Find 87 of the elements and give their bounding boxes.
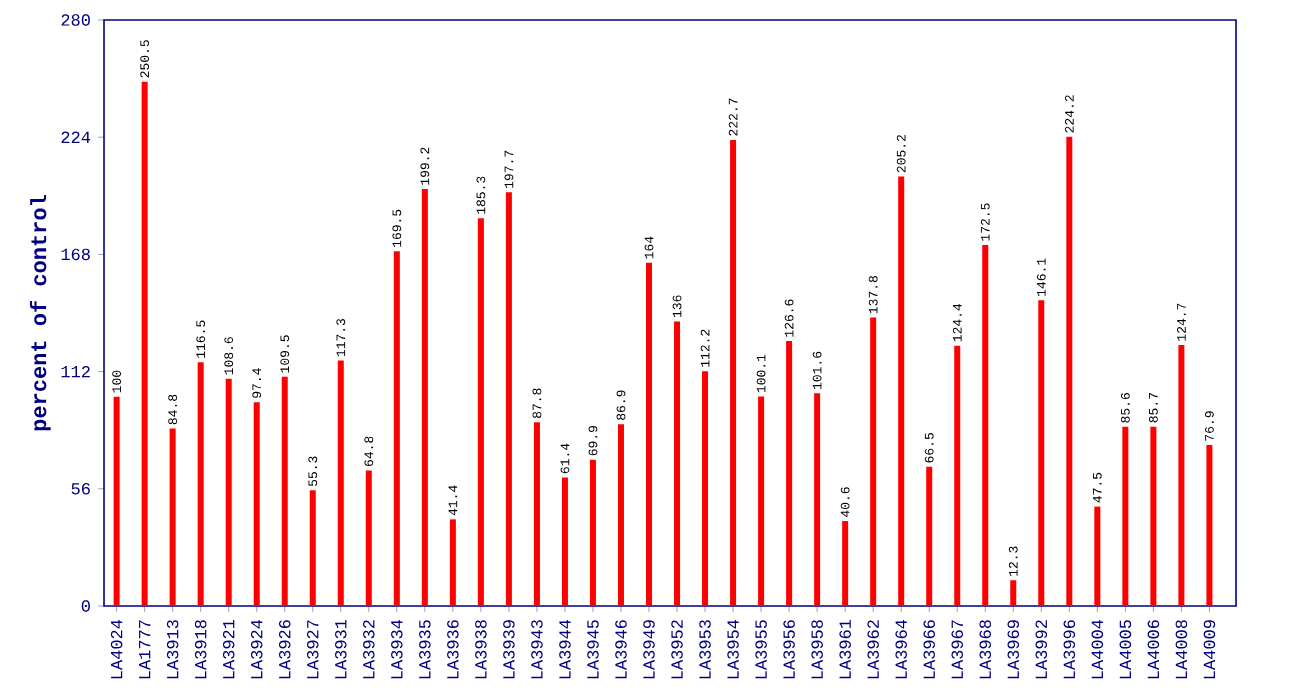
bar — [393, 251, 400, 606]
x-tick-label: LA3966 — [923, 620, 935, 679]
bar — [926, 466, 933, 606]
x-tick-label: LA3955 — [755, 620, 767, 679]
bar — [197, 362, 204, 606]
x-tick-label: LA3962 — [867, 620, 879, 679]
x-tick-label: LA3969 — [1007, 620, 1020, 679]
x-tick-label: LA3936 — [447, 620, 459, 679]
bar — [1066, 136, 1073, 606]
bar — [730, 139, 737, 606]
bar — [421, 189, 428, 606]
x-tick-label: LA3992 — [1035, 620, 1048, 679]
x-tick-label: LA3958 — [811, 620, 823, 679]
bar — [1122, 426, 1129, 606]
x-tick-label: LA4024 — [110, 619, 123, 679]
x-tick-label: LA3968 — [979, 620, 992, 679]
y-tick-label: 280 — [61, 14, 90, 26]
bar — [337, 360, 344, 606]
x-tick-label: LA4006 — [1147, 620, 1160, 679]
x-tick-label: LA3934 — [391, 619, 403, 679]
x-tick-label: LA4008 — [1175, 620, 1188, 679]
bar — [253, 402, 260, 606]
x-tick-label: LA3946 — [615, 620, 627, 679]
bar — [842, 521, 849, 606]
x-tick-label: LA3931 — [335, 619, 347, 679]
x-tick-label: LA3949 — [643, 620, 655, 679]
x-tick-label: LA4004 — [1091, 619, 1104, 679]
x-tick-label: LA3913 — [166, 620, 179, 679]
x-tick-label: LA3956 — [783, 620, 795, 679]
bar — [982, 244, 989, 606]
x-tick-label: LA3924 — [250, 619, 263, 679]
bar — [1094, 506, 1101, 606]
x-tick-label: LA3964 — [895, 619, 907, 679]
bar — [674, 321, 681, 606]
x-tick-label: LA3952 — [671, 620, 683, 679]
y-tick-label: 224 — [61, 131, 91, 143]
x-tick-label: LA3926 — [278, 620, 291, 679]
bar — [365, 470, 372, 606]
x-tick-label: LA1777 — [139, 620, 151, 679]
bar — [1010, 580, 1017, 606]
x-tick-label: LA3943 — [531, 620, 543, 679]
bar — [898, 176, 905, 606]
x-tick-label: LA3927 — [306, 620, 319, 679]
bar — [477, 218, 484, 606]
bar — [646, 262, 653, 606]
bar — [1150, 426, 1157, 606]
bar — [1178, 345, 1185, 606]
x-tick-label: LA3954 — [727, 619, 739, 679]
bar — [954, 345, 961, 606]
bar — [225, 378, 232, 606]
bar — [505, 192, 512, 606]
y-tick-label: 0 — [81, 600, 90, 612]
bar — [281, 376, 288, 606]
bar — [589, 459, 596, 606]
bar — [617, 424, 624, 606]
bar — [870, 317, 877, 606]
x-tick-label: LA3944 — [559, 619, 571, 679]
x-tick-label: LA3921 — [222, 619, 235, 679]
bar — [113, 396, 120, 606]
x-tick-label: LA3935 — [419, 620, 431, 679]
bar — [169, 428, 176, 606]
y-tick-label: 56 — [71, 483, 90, 495]
bar — [702, 371, 709, 606]
bar — [141, 81, 148, 606]
bar — [561, 477, 568, 606]
bar — [533, 422, 540, 606]
x-tick-label: LA3939 — [503, 620, 515, 679]
x-tick-label: LA3967 — [951, 620, 963, 679]
x-tick-label: LA4005 — [1119, 620, 1132, 679]
x-tick-label: LA3918 — [194, 620, 207, 679]
bar — [1038, 300, 1045, 606]
bar — [758, 396, 765, 606]
x-tick-label: LA3953 — [699, 620, 711, 679]
bar — [814, 393, 821, 606]
x-tick-label: LA4009 — [1203, 620, 1216, 679]
x-tick-label: LA3945 — [587, 620, 599, 679]
x-tick-label: LA3961 — [839, 619, 851, 679]
y-tick-label: 168 — [61, 248, 90, 261]
x-tick-label: LA3996 — [1063, 620, 1076, 679]
bar — [786, 341, 793, 606]
x-tick-label: LA3932 — [363, 620, 375, 679]
y-axis-title: percent of control — [29, 195, 51, 431]
bar — [309, 490, 316, 606]
y-tick-label: 112 — [61, 365, 90, 378]
bar — [449, 519, 456, 606]
bar — [1206, 445, 1213, 606]
x-tick-label: LA3938 — [475, 620, 487, 679]
